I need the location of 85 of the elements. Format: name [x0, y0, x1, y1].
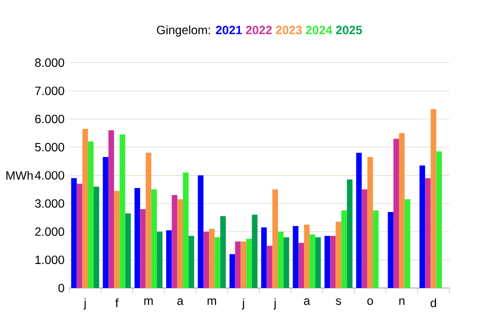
y-tick-label: 7.000: [35, 86, 64, 96]
bar: [120, 134, 126, 288]
bar: [261, 227, 267, 288]
y-axis-title: MWh: [6, 170, 33, 180]
x-tick-label: m: [144, 298, 153, 305]
x-tick-label: j: [84, 298, 86, 310]
x-tick-label: j: [242, 298, 244, 310]
bar: [436, 151, 442, 288]
bar: [172, 195, 178, 288]
bar: [372, 210, 379, 288]
bar: [71, 178, 77, 288]
bar: [399, 133, 405, 288]
bar: [88, 142, 94, 288]
text: 2023: [276, 26, 302, 34]
bar: [252, 214, 258, 288]
bar: [362, 189, 368, 288]
bar: [272, 189, 278, 288]
text: 2025: [336, 26, 362, 34]
x-tick-label: d: [430, 298, 436, 308]
bar: [209, 228, 215, 288]
bar: [166, 230, 172, 288]
bar: [266, 246, 272, 288]
bar: [140, 209, 146, 288]
bar: [108, 130, 114, 288]
bar: [278, 232, 284, 288]
x-tick-label: s: [336, 298, 342, 305]
bar: [102, 157, 108, 288]
bar: [315, 237, 321, 288]
bar: [388, 212, 394, 288]
chart-title: Gingelom:: [156, 25, 210, 37]
bar: [76, 184, 82, 288]
bar: [198, 175, 204, 288]
bar: [246, 238, 252, 288]
x-tick-label: j: [274, 298, 276, 310]
bar: [336, 222, 342, 288]
bar: [393, 138, 400, 288]
bar: [346, 180, 352, 288]
bar: [404, 199, 410, 288]
bar: [425, 178, 431, 288]
x-tick-label: a: [304, 298, 310, 305]
bar: [310, 234, 316, 288]
bar: [330, 236, 336, 288]
text: 2022: [246, 26, 272, 34]
y-tick-label: 0: [58, 284, 64, 292]
x-tick-label: m: [208, 298, 216, 305]
bar: [82, 128, 88, 288]
x-tick-label: f: [115, 298, 119, 308]
text: 2024: [306, 26, 332, 34]
bar: [125, 213, 131, 288]
bar: [430, 109, 436, 288]
bar: [284, 237, 290, 288]
text: 2021: [216, 26, 242, 34]
bar: [298, 242, 304, 288]
x-tick-label: n: [399, 298, 404, 305]
bar: [367, 157, 373, 288]
y-tick-label: 6.000: [35, 114, 64, 124]
bar: [419, 165, 426, 288]
x-tick-label: a: [177, 298, 184, 305]
bar: [114, 190, 120, 288]
bar: [134, 188, 140, 288]
bar: [151, 189, 157, 288]
bar: [214, 237, 220, 288]
bar: [356, 152, 362, 288]
y-tick-label: 5.000: [35, 142, 64, 152]
bar: [203, 232, 210, 288]
x-tick-label: o: [367, 298, 373, 305]
y-tick-label: 8.000: [35, 58, 64, 67]
y-tick-label: 2.000: [35, 227, 64, 236]
y-tick-label: 3.000: [35, 199, 64, 208]
bar: [230, 254, 236, 288]
bar: [220, 216, 226, 288]
bar: [324, 236, 330, 288]
bar: [182, 172, 189, 288]
bar: [341, 210, 347, 288]
y-tick-label: 1.000: [36, 256, 64, 264]
bar: [146, 152, 152, 288]
y-tick-label: 4.000: [34, 171, 64, 180]
bar: [188, 236, 194, 288]
bar: [304, 224, 310, 288]
bar: [94, 186, 100, 288]
bar: [240, 242, 246, 288]
bar: [292, 226, 298, 288]
bar: [156, 232, 162, 288]
bar: [235, 242, 241, 288]
bar: [177, 199, 183, 288]
